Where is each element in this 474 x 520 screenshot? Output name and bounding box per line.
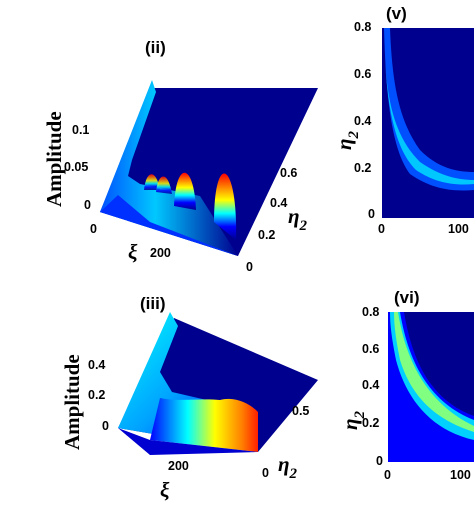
- panel-v: (v) 0.8 0.6 0.4 0.2 0 0 100 η2: [330, 0, 474, 280]
- panel-iii-zlabel: Amplitude: [60, 354, 84, 450]
- panel-v-ytick-3: 0.6: [354, 67, 372, 81]
- panel-v-xtick-1: 100: [448, 222, 469, 236]
- panel-iii-base: [118, 428, 258, 455]
- panel-vi-ytick-0: 0: [376, 454, 383, 468]
- panel-iii-ytick-1: 0.5: [292, 404, 310, 418]
- panel-v-ytick-0: 0: [368, 207, 375, 221]
- panel-ii-peak-3: [174, 172, 196, 210]
- panel-vi-ylabel-eta: η: [338, 418, 362, 430]
- panel-ii-xlabel: ξ: [128, 240, 138, 264]
- panel-vi-heatmap: [388, 312, 474, 462]
- panel-ii-ytick-1: 0.2: [258, 228, 276, 242]
- panel-ii-xtick-0: 0: [90, 222, 97, 236]
- panel-ii-ztick-2: 0.1: [72, 123, 90, 137]
- panel-ii-wall: [100, 195, 238, 256]
- panel-ii-surface: [100, 80, 318, 256]
- panel-iii-xlabel: ξ: [160, 478, 170, 502]
- panel-iii-tag: (iii): [140, 294, 166, 313]
- panel-ii-ylabel-eta: η: [288, 204, 300, 228]
- panel-v-ytick-4: 0.8: [354, 20, 372, 34]
- panel-iii-ztick-0: 0: [102, 419, 109, 433]
- panel-iii-ztick-1: 0.2: [88, 388, 106, 402]
- panel-vi-ytick-3: 0.6: [362, 342, 380, 356]
- panel-ii-ylabel: η2: [288, 204, 307, 234]
- panel-v-ylabel-sub: 2: [346, 130, 362, 139]
- panel-vi-ytick-1: 0.2: [362, 416, 380, 430]
- panel-ii-xtick-1: 200: [150, 246, 171, 260]
- panel-ii-ztick-1: 0.05: [64, 160, 89, 174]
- panel-v-band-inner: [385, 60, 474, 185]
- panel-iii-surface: [118, 312, 318, 455]
- panel-iii: (iii) Amplitude 0.4 0.2 0 200 ξ 0.5 0 η2: [0, 280, 330, 520]
- panel-v-heatmap: [382, 28, 474, 218]
- panel-v-ytick-1: 0.2: [354, 161, 372, 175]
- panel-iii-ztick-2: 0.4: [88, 358, 106, 372]
- panel-ii-peak-4: [214, 173, 237, 240]
- panel-ii-ytick-3: 0.6: [280, 166, 298, 180]
- panel-vi-ytick-4: 0.8: [362, 305, 380, 319]
- panel-vi: (vi) 0.8 0.6 0.4 0.2 0 0 100 η2: [330, 280, 474, 520]
- panel-v-xtick-0: 0: [378, 222, 385, 236]
- panel-vi-xtick-1: 100: [450, 468, 471, 482]
- panel-iii-ridge: [150, 398, 258, 452]
- panel-vi-ytick-2: 0.4: [362, 378, 380, 392]
- panel-ii-ylabel-sub: 2: [299, 218, 308, 234]
- panel-iii-xtick-0: 200: [168, 459, 189, 473]
- panel-ii: (ii) Amplitude 0.1 0.05 0 0 200 ξ 0.6 0.…: [0, 0, 330, 280]
- panel-vi-tag: (vi): [394, 288, 420, 307]
- panel-iii-ylabel-sub: 2: [289, 466, 298, 482]
- panel-vi-xtick-0: 0: [384, 468, 391, 482]
- panel-v-ylabel-eta: η: [332, 138, 356, 150]
- panel-ii-tag: (ii): [145, 38, 166, 57]
- panel-vi-ylabel: η2: [338, 411, 368, 430]
- panel-v-ylabel: η2: [332, 131, 362, 150]
- panel-iii-ytick-0: 0: [262, 466, 269, 480]
- panel-v-tag: (v): [386, 4, 407, 23]
- panel-ii-ztick-0: 0: [84, 198, 91, 212]
- panel-iii-ylabel-eta: η: [278, 452, 290, 476]
- panel-v-ytick-2: 0.4: [354, 114, 372, 128]
- panel-iii-ylabel: η2: [278, 452, 297, 482]
- panel-ii-ytick-0: 0: [246, 260, 253, 274]
- panel-ii-peak-2: [156, 176, 172, 194]
- panel-ii-ytick-2: 0.4: [270, 196, 288, 210]
- panel-ii-peak-1: [144, 174, 160, 190]
- panel-vi-band-core: [394, 312, 474, 432]
- panel-vi-ylabel-sub: 2: [352, 410, 368, 419]
